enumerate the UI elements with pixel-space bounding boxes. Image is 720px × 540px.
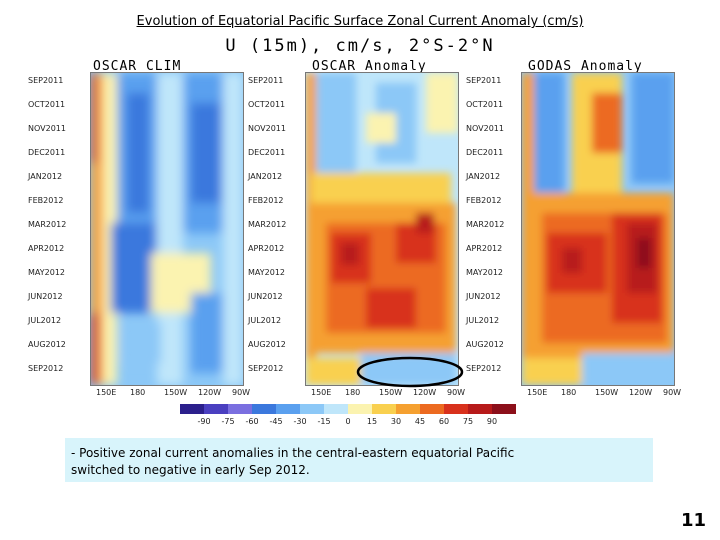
x-tick-label: 150W [379, 388, 403, 397]
y-tick-label: MAY2012 [248, 268, 285, 277]
note-box: - Positive zonal current anomalies in th… [65, 438, 653, 482]
colorbar-tick-label: -15 [317, 417, 331, 426]
panel-title-godas-anomaly: GODAS Anomaly [528, 59, 643, 74]
panel-title-oscar-clim: OSCAR CLIM [93, 59, 182, 74]
highlight-oval [356, 356, 464, 388]
y-tick-label: NOV2011 [466, 124, 504, 133]
colorbar-swatch [468, 404, 492, 414]
colorbar-tick-label: 60 [438, 417, 450, 426]
y-tick-label: JUL2012 [248, 316, 282, 325]
godas-anomaly-heatmap [522, 73, 674, 385]
colorbar-tick-label: -60 [245, 417, 259, 426]
y-tick-label: JUL2012 [28, 316, 62, 325]
note-line-1: - Positive zonal current anomalies in th… [71, 446, 515, 460]
y-tick-label: MAR2012 [28, 220, 67, 229]
x-tick-label: 90W [232, 388, 251, 397]
y-tick-label: SEP2012 [466, 364, 502, 373]
y-tick-label: JAN2012 [28, 172, 63, 181]
y-tick-label: SEP2011 [28, 76, 64, 85]
y-tick-label: AUG2012 [248, 340, 286, 349]
colorbar-swatch [324, 404, 348, 414]
y-tick-label: APR2012 [248, 244, 285, 253]
y-tick-label: JUN2012 [28, 292, 63, 301]
y-tick-label: NOV2011 [28, 124, 66, 133]
y-tick-label: APR2012 [466, 244, 503, 253]
x-tick-label: 90W [663, 388, 682, 397]
x-tick-label: 90W [447, 388, 466, 397]
colorbar-tick-label: 90 [486, 417, 498, 426]
godas-anomaly-panel [521, 72, 675, 386]
x-tick-label: 180 [561, 388, 577, 397]
colorbar-swatch [492, 404, 516, 414]
y-tick-label: JAN2012 [248, 172, 283, 181]
colorbar-swatch [420, 404, 444, 414]
note-line-2: switched to negative in early Sep 2012. [71, 463, 310, 477]
y-tick-label: OCT2011 [28, 100, 66, 109]
y-tick-label: AUG2012 [466, 340, 504, 349]
x-tick-label: 150E [311, 388, 332, 397]
colorbar-tick-label: 30 [390, 417, 402, 426]
y-tick-label: SEP2012 [248, 364, 284, 373]
panel-title-oscar-anomaly: OSCAR Anomaly [312, 59, 427, 74]
y-tick-label: SEP2011 [466, 76, 502, 85]
x-tick-label: 150W [595, 388, 619, 397]
colorbar-tick-label: -75 [221, 417, 235, 426]
plot-title: U (15m), cm/s, 2°S-2°N [225, 36, 495, 56]
y-tick-label: MAR2012 [248, 220, 287, 229]
y-tick-label: MAR2012 [466, 220, 505, 229]
y-tick-label: SEP2012 [28, 364, 64, 373]
colorbar-swatch [180, 404, 204, 414]
y-tick-label: JUL2012 [466, 316, 500, 325]
y-tick-label: FEB2012 [28, 196, 64, 205]
oscar-anomaly-panel [305, 72, 459, 386]
y-tick-label: JUN2012 [466, 292, 501, 301]
slide-title: Evolution of Equatorial Pacific Surface … [136, 14, 584, 29]
x-tick-label: 150W [164, 388, 188, 397]
colorbar-tick-label: -90 [197, 417, 211, 426]
colorbar-swatch [252, 404, 276, 414]
oscar-clim-panel [90, 72, 244, 386]
x-tick-label: 180 [345, 388, 361, 397]
colorbar-tick-label: 45 [414, 417, 426, 426]
colorbar-swatch [396, 404, 420, 414]
colorbar-swatch [348, 404, 372, 414]
y-tick-label: DEC2011 [248, 148, 286, 157]
oscar-clim-heatmap [91, 73, 243, 385]
page-number: 11 [680, 510, 706, 531]
y-tick-label: FEB2012 [248, 196, 284, 205]
y-tick-label: OCT2011 [466, 100, 504, 109]
x-tick-label: 120W [198, 388, 222, 397]
y-tick-label: NOV2011 [248, 124, 286, 133]
y-tick-label: AUG2012 [28, 340, 66, 349]
y-tick-label: MAY2012 [466, 268, 503, 277]
colorbar-tick-label: 75 [462, 417, 474, 426]
colorbar-swatch [276, 404, 300, 414]
y-tick-label: MAY2012 [28, 268, 65, 277]
colorbar-swatch [300, 404, 324, 414]
colorbar-swatch [228, 404, 252, 414]
colorbar-tick-label: 0 [345, 417, 351, 426]
y-tick-label: DEC2011 [466, 148, 504, 157]
y-tick-label: DEC2011 [28, 148, 66, 157]
y-tick-label: OCT2011 [248, 100, 286, 109]
x-tick-label: 120W [629, 388, 653, 397]
y-tick-label: JAN2012 [466, 172, 501, 181]
oscar-anomaly-heatmap [306, 73, 458, 385]
colorbar-tick-label: -45 [269, 417, 283, 426]
colorbar [180, 404, 516, 414]
y-tick-label: SEP2011 [248, 76, 284, 85]
y-tick-label: APR2012 [28, 244, 65, 253]
x-tick-label: 120W [413, 388, 437, 397]
x-tick-label: 150E [96, 388, 117, 397]
colorbar-swatch [372, 404, 396, 414]
colorbar-tick-label: -30 [293, 417, 307, 426]
y-tick-label: JUN2012 [248, 292, 283, 301]
x-tick-label: 150E [527, 388, 548, 397]
colorbar-swatch [444, 404, 468, 414]
colorbar-swatch [204, 404, 228, 414]
x-tick-label: 180 [130, 388, 146, 397]
colorbar-tick-label: 15 [366, 417, 378, 426]
y-tick-label: FEB2012 [466, 196, 502, 205]
